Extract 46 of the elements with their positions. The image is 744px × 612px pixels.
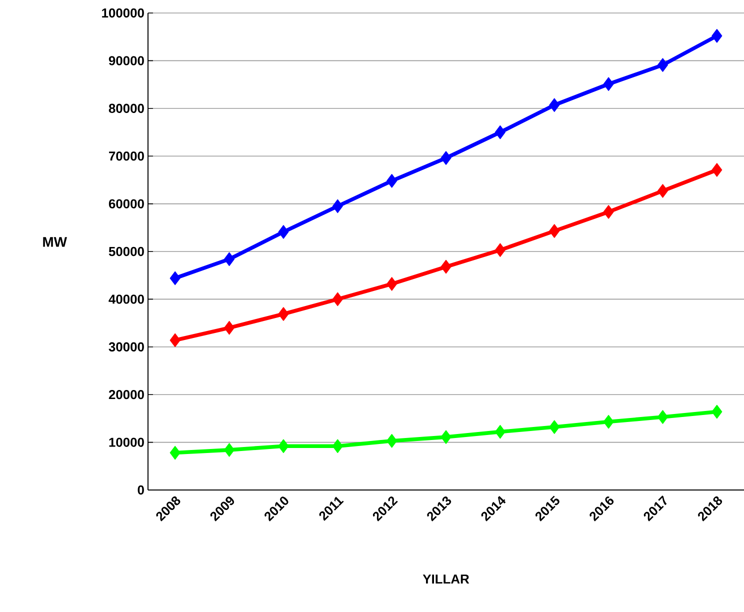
- point: [224, 252, 235, 266]
- x-axis-title: YILLAR: [422, 574, 470, 584]
- y-tick-label: 80000: [108, 104, 144, 113]
- point: [494, 125, 506, 140]
- point: [712, 163, 722, 177]
- point: [224, 320, 235, 335]
- point: [440, 260, 452, 274]
- point: [440, 430, 452, 444]
- point: [224, 443, 235, 457]
- point: [549, 420, 560, 434]
- point: [494, 243, 506, 257]
- point: [549, 98, 560, 112]
- y-tick-label: 40000: [108, 294, 144, 304]
- point: [170, 333, 180, 348]
- point: [332, 439, 343, 453]
- y-tick-label: 30000: [108, 342, 144, 352]
- point: [332, 199, 343, 214]
- point: [712, 404, 722, 419]
- point: [278, 307, 289, 321]
- point: [170, 271, 180, 286]
- point: [657, 58, 668, 72]
- point: [278, 439, 289, 453]
- y-tick-label: 60000: [108, 199, 144, 208]
- y-tick-label: 90000: [108, 56, 144, 66]
- y-tick-label: 50000: [108, 246, 144, 256]
- point: [170, 446, 180, 460]
- y-tick-label: 70000: [109, 152, 144, 161]
- y-tick-label: 0: [138, 485, 144, 495]
- point: [332, 292, 343, 306]
- point: [440, 151, 452, 165]
- point: [712, 29, 722, 43]
- point: [386, 174, 398, 188]
- point: [657, 184, 668, 198]
- point: [657, 410, 668, 424]
- y-tick-label: 10000: [109, 438, 144, 447]
- y-tick-label: 20000: [108, 390, 144, 400]
- y-axis-title: MW: [43, 237, 67, 247]
- point: [603, 77, 614, 91]
- point: [603, 205, 614, 219]
- point: [386, 434, 398, 448]
- point: [549, 224, 560, 238]
- y-tick-label: 100000: [102, 8, 144, 18]
- point: [386, 277, 398, 291]
- point: [603, 414, 614, 429]
- point: [494, 424, 506, 439]
- point: [278, 225, 289, 239]
